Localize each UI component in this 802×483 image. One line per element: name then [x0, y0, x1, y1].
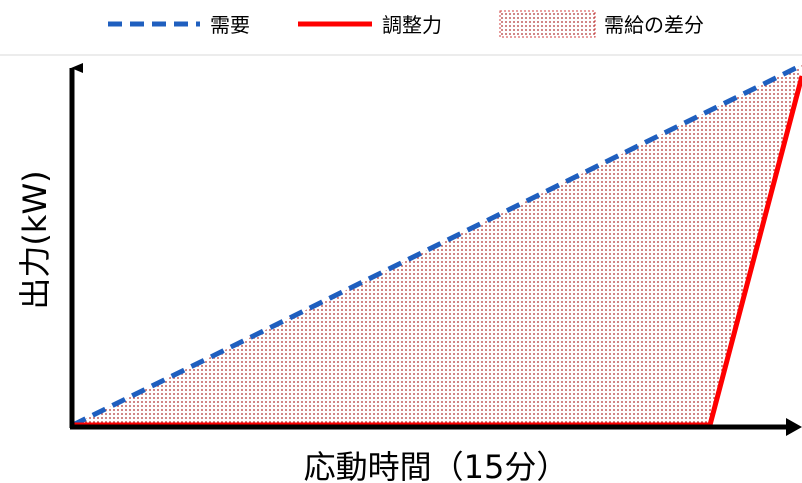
x-axis-label: 応動時間（15分） — [304, 448, 569, 483]
legend-demand-label: 需要 — [210, 13, 250, 37]
demand-line — [71, 62, 802, 428]
legend: 需要 調整力 需給の差分 — [108, 10, 704, 38]
legend-gap-label: 需給の差分 — [604, 13, 704, 37]
legend-gap-swatch — [499, 10, 596, 38]
legend-adjust-label: 調整力 — [382, 13, 442, 37]
x-axis-arrowhead — [786, 418, 802, 436]
y-axis-label: 出力(kW) — [16, 170, 54, 309]
